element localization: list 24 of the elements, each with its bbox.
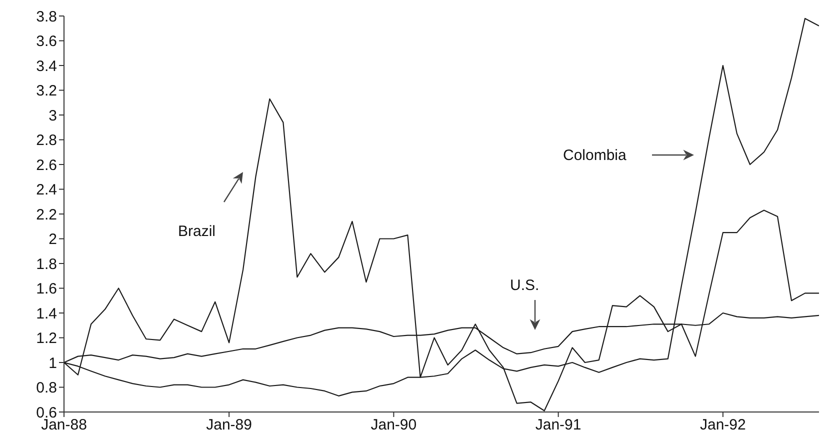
y-tick-label: 1.4 (36, 305, 57, 322)
annotation: Colombia (563, 147, 628, 164)
y-tick-label: 1.2 (36, 330, 57, 348)
y-tick-label: 2.6 (36, 156, 57, 174)
y-tick-label: 2.2 (36, 206, 57, 224)
y-tick-label: 2.4 (36, 182, 57, 199)
annotation: U.S. (510, 277, 540, 294)
x-tick-label: Jan-88 (41, 416, 87, 434)
y-tick-label: 3.8 (36, 8, 57, 26)
x-tick-label: Jan-91 (535, 416, 582, 434)
y-tick-label: 2.8 (36, 132, 57, 150)
y-tick-label: 3.6 (36, 33, 57, 50)
y-tick-label: 3.2 (36, 82, 57, 100)
annotation: Brazil (178, 223, 216, 240)
x-tick-label: Jan-92 (700, 416, 746, 434)
y-tick-label: 3.4 (36, 58, 57, 75)
x-tick-label: Jan-90 (370, 416, 417, 434)
y-tick-label: 3 (48, 107, 57, 124)
y-tick-label: 0.8 (36, 380, 57, 397)
y-tick-label: 1.6 (36, 280, 57, 298)
y-tick-label: 1.8 (36, 256, 57, 273)
y-tick-label: 2 (48, 231, 57, 248)
y-tick-label: 1 (48, 354, 57, 372)
x-tick-label: Jan-89 (206, 416, 252, 434)
